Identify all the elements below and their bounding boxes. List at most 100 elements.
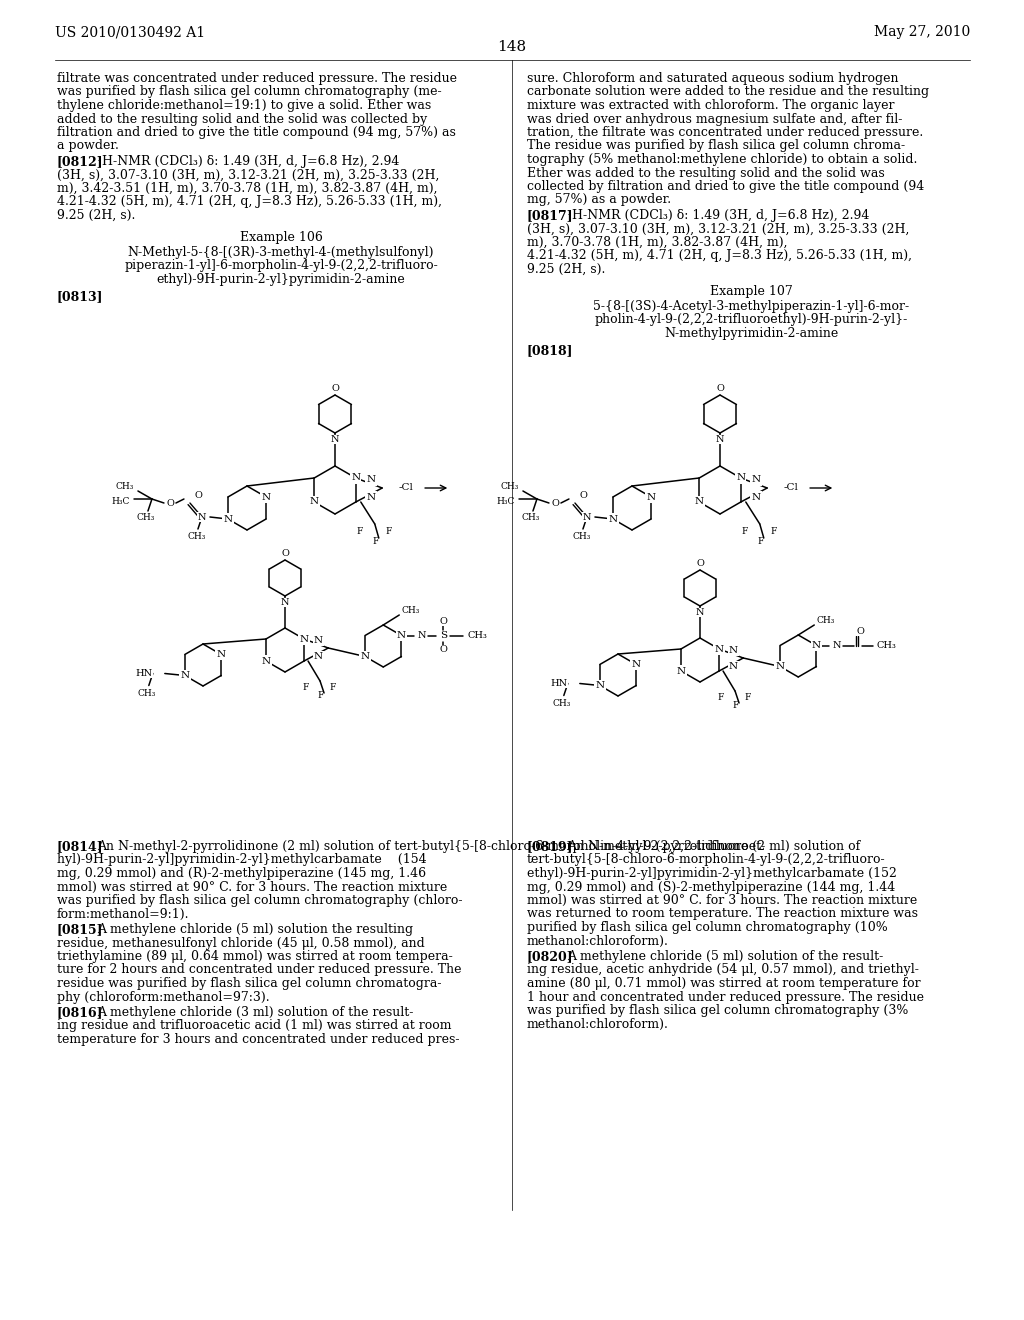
Text: 148: 148	[498, 40, 526, 54]
Text: hyl)-9H-purin-2-yl]pyrimidin-2-yl}methylcarbamate    (154: hyl)-9H-purin-2-yl]pyrimidin-2-yl}methyl…	[57, 854, 427, 866]
Text: form:methanol=9:1).: form:methanol=9:1).	[57, 908, 189, 920]
Text: N: N	[715, 644, 724, 653]
Text: 4.21-4.32 (5H, m), 4.71 (2H, q, J=8.3 Hz), 5.26-5.33 (1H, m),: 4.21-4.32 (5H, m), 4.71 (2H, q, J=8.3 Hz…	[527, 249, 912, 263]
Text: added to the resulting solid and the solid was collected by: added to the resulting solid and the sol…	[57, 112, 427, 125]
Text: N: N	[632, 660, 641, 669]
Text: was purified by flash silica gel column chromatography (me-: was purified by flash silica gel column …	[57, 86, 441, 99]
Text: O: O	[579, 491, 587, 499]
Text: May 27, 2010: May 27, 2010	[873, 25, 970, 40]
Text: N: N	[417, 631, 426, 640]
Text: O: O	[281, 549, 289, 558]
Text: CH₃: CH₃	[187, 532, 206, 541]
Text: N: N	[729, 663, 738, 671]
Text: piperazin-1-yl]-6-morpholin-4-yl-9-(2,2,2-trifluoro-: piperazin-1-yl]-6-morpholin-4-yl-9-(2,2,…	[124, 260, 438, 272]
Text: S: S	[440, 631, 447, 640]
Text: was purified by flash silica gel column chromatography (chloro-: was purified by flash silica gel column …	[57, 894, 463, 907]
Text: N: N	[775, 663, 784, 671]
Text: pholin-4-yl-9-(2,2,2-trifluoroethyl)-9H-purin-2-yl}-: pholin-4-yl-9-(2,2,2-trifluoroethyl)-9H-…	[594, 314, 907, 326]
Text: CH₃: CH₃	[877, 642, 896, 649]
Text: N: N	[223, 515, 232, 524]
Text: N: N	[198, 512, 206, 521]
Text: CH₃: CH₃	[501, 482, 519, 491]
Text: methanol:chloroform).: methanol:chloroform).	[527, 1018, 669, 1031]
Text: residue was purified by flash silica gel column chromatogra-: residue was purified by flash silica gel…	[57, 977, 441, 990]
Text: N: N	[583, 512, 591, 521]
Text: mg, 57%) as a powder.: mg, 57%) as a powder.	[527, 194, 671, 206]
Text: F: F	[317, 692, 325, 701]
Text: O: O	[439, 645, 447, 653]
Text: tration, the filtrate was concentrated under reduced pressure.: tration, the filtrate was concentrated u…	[527, 125, 924, 139]
Text: H₃C: H₃C	[497, 496, 515, 506]
Text: N: N	[367, 492, 376, 502]
Text: amine (80 μl, 0.71 mmol) was stirred at room temperature for: amine (80 μl, 0.71 mmol) was stirred at …	[527, 977, 921, 990]
Text: O: O	[439, 616, 447, 626]
Text: N: N	[299, 635, 308, 644]
Text: [0815]: [0815]	[57, 923, 103, 936]
Text: F: F	[330, 682, 336, 692]
Text: filtrate was concentrated under reduced pressure. The residue: filtrate was concentrated under reduced …	[57, 73, 457, 84]
Text: [0818]: [0818]	[527, 345, 573, 358]
Text: was dried over anhydrous magnesium sulfate and, after fil-: was dried over anhydrous magnesium sulfa…	[527, 112, 902, 125]
Text: [0817]: [0817]	[527, 209, 573, 222]
Text: thylene chloride:methanol=19:1) to give a solid. Ether was: thylene chloride:methanol=19:1) to give …	[57, 99, 431, 112]
Text: m), 3.42-3.51 (1H, m), 3.70-3.78 (1H, m), 3.82-3.87 (4H, m),: m), 3.42-3.51 (1H, m), 3.70-3.78 (1H, m)…	[57, 182, 437, 195]
Text: phy (chloroform:methanol=97:3).: phy (chloroform:methanol=97:3).	[57, 990, 269, 1003]
Text: [0819]: [0819]	[527, 840, 573, 853]
Text: N: N	[595, 681, 604, 690]
Text: 9.25 (2H, s).: 9.25 (2H, s).	[527, 263, 605, 276]
Text: N: N	[261, 492, 270, 502]
Text: ethyl)-9H-purin-2-yl}pyrimidin-2-amine: ethyl)-9H-purin-2-yl}pyrimidin-2-amine	[157, 273, 406, 286]
Text: CH₃: CH₃	[137, 689, 156, 697]
Text: CH₃: CH₃	[553, 698, 571, 708]
Text: Example 107: Example 107	[710, 285, 793, 297]
Text: N: N	[812, 642, 821, 649]
Text: N: N	[608, 515, 617, 524]
Text: HN: HN	[136, 669, 153, 678]
Text: Example 106: Example 106	[240, 231, 323, 243]
Text: F: F	[386, 527, 392, 536]
Text: N: N	[217, 649, 225, 659]
Text: N: N	[695, 609, 705, 616]
Text: methanol:chloroform).: methanol:chloroform).	[527, 935, 669, 948]
Text: Ether was added to the resulting solid and the solid was: Ether was added to the resulting solid a…	[527, 166, 885, 180]
Text: CH₃: CH₃	[816, 616, 835, 624]
Text: N: N	[309, 498, 318, 507]
Text: (3H, s), 3.07-3.10 (3H, m), 3.12-3.21 (2H, m), 3.25-3.33 (2H,: (3H, s), 3.07-3.10 (3H, m), 3.12-3.21 (2…	[57, 169, 439, 181]
Text: [0814]: [0814]	[57, 840, 103, 853]
Text: An N-methyl-2-pyrrolidinone (2 ml) solution of tert-butyl{5-[8-chloro-6-morpholi: An N-methyl-2-pyrrolidinone (2 ml) solut…	[97, 840, 765, 853]
Text: O: O	[856, 627, 864, 636]
Text: A methylene chloride (5 ml) solution of the result-: A methylene chloride (5 ml) solution of …	[567, 950, 884, 964]
Text: CH₃: CH₃	[522, 513, 540, 521]
Text: F: F	[733, 701, 739, 710]
Text: CH₃: CH₃	[467, 631, 487, 640]
Text: N: N	[313, 652, 323, 661]
Text: 5-{8-[(3S)-4-Acetyl-3-methylpiperazin-1-yl]-6-mor-: 5-{8-[(3S)-4-Acetyl-3-methylpiperazin-1-…	[593, 300, 909, 313]
Text: N: N	[736, 474, 745, 483]
Text: mmol) was stirred at 90° C. for 3 hours. The reaction mixture: mmol) was stirred at 90° C. for 3 hours.…	[527, 894, 918, 907]
Text: mmol) was stirred at 90° C. for 3 hours. The reaction mixture: mmol) was stirred at 90° C. for 3 hours.…	[57, 880, 447, 894]
Text: The residue was purified by flash silica gel column chroma-: The residue was purified by flash silica…	[527, 140, 905, 153]
Text: carbonate solution were added to the residue and the resulting: carbonate solution were added to the res…	[527, 86, 929, 99]
Text: CH₃: CH₃	[116, 482, 134, 491]
Text: collected by filtration and dried to give the title compound (94: collected by filtration and dried to giv…	[527, 180, 925, 193]
Text: CH₃: CH₃	[572, 532, 591, 541]
Text: N: N	[677, 667, 685, 676]
Text: tert-butyl{5-[8-chloro-6-morpholin-4-yl-9-(2,2,2-trifluoro-: tert-butyl{5-[8-chloro-6-morpholin-4-yl-…	[527, 854, 886, 866]
Text: CH₃: CH₃	[401, 606, 420, 615]
Text: F: F	[303, 682, 309, 692]
Text: H₃C: H₃C	[112, 496, 130, 506]
Text: [0813]: [0813]	[57, 290, 103, 304]
Text: filtration and dried to give the title compound (94 mg, 57%) as: filtration and dried to give the title c…	[57, 125, 456, 139]
Text: 1 hour and concentrated under reduced pressure. The residue: 1 hour and concentrated under reduced pr…	[527, 990, 924, 1003]
Text: N: N	[281, 598, 289, 607]
Text: F: F	[771, 527, 777, 536]
Text: 4.21-4.32 (5H, m), 4.71 (2H, q, J=8.3 Hz), 5.26-5.33 (1H, m),: 4.21-4.32 (5H, m), 4.71 (2H, q, J=8.3 Hz…	[57, 195, 442, 209]
Text: F: F	[744, 693, 752, 701]
Text: N: N	[367, 475, 376, 484]
Text: F: F	[373, 536, 379, 545]
Text: F: F	[356, 527, 362, 536]
Text: [0820]: [0820]	[527, 950, 573, 964]
Text: O: O	[716, 384, 724, 393]
Text: ¹H-NMR (CDCl₃) δ: 1.49 (3H, d, J=6.8 Hz), 2.94: ¹H-NMR (CDCl₃) δ: 1.49 (3H, d, J=6.8 Hz)…	[97, 154, 399, 168]
Text: N: N	[360, 652, 370, 661]
